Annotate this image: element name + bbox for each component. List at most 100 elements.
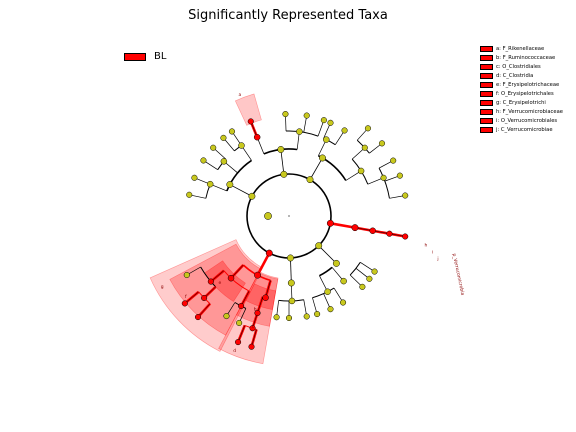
enriched-node <box>326 219 334 227</box>
taxon-node <box>277 146 285 153</box>
taxon-node <box>226 181 234 188</box>
taxon-letter-label: h <box>425 243 428 249</box>
taxon-node <box>319 154 326 162</box>
enriched-node <box>194 314 202 321</box>
enriched-node <box>181 300 188 307</box>
taxon-node <box>238 142 245 149</box>
taxon-node <box>220 134 227 141</box>
taxon-node <box>340 299 347 306</box>
taxa-legend-row: i: O_Verrucomicrobiales <box>480 117 563 126</box>
taxon-node <box>327 306 334 313</box>
enriched-node <box>254 309 261 317</box>
taxon-node <box>296 128 303 135</box>
branch-line <box>309 157 323 180</box>
taxa-legend-label: e: F_Erysipelotrichaceae <box>496 81 560 88</box>
taxa-legend-swatch <box>480 72 493 79</box>
taxon-node <box>273 314 280 321</box>
taxa-legend-swatch <box>480 81 493 88</box>
taxon-node <box>287 254 294 262</box>
taxa-legend-row: a: F_Rikenellaceae <box>480 44 563 53</box>
taxon-node <box>380 174 387 181</box>
enriched-node <box>386 230 393 237</box>
branch-line <box>256 252 271 276</box>
taxon-node <box>191 174 198 181</box>
taxon-node <box>340 277 347 285</box>
taxon-letter-label: j <box>436 256 438 262</box>
taxon-node <box>210 144 217 151</box>
taxon-node <box>303 313 310 320</box>
taxon-letter-label: g <box>161 285 164 290</box>
taxa-legend-row: j: C_Verrucomicrobiae <box>480 126 563 135</box>
taxon-node <box>361 144 368 151</box>
root-node <box>264 212 272 220</box>
highlight-d-sector <box>218 271 279 365</box>
taxon-node <box>303 112 310 119</box>
taxa-legend-label: b: F_Ruminococcaceae <box>496 54 556 61</box>
taxon-letter-label: c <box>252 325 255 330</box>
taxa-legend-swatch <box>480 54 493 61</box>
taxon-node <box>402 192 409 199</box>
branch-arc <box>349 262 361 276</box>
enriched-node <box>402 233 409 240</box>
taxon-node <box>220 158 228 165</box>
branch-arc <box>378 167 390 199</box>
chart-title: Significantly Represented Taxa <box>188 8 388 23</box>
taxa-legend-swatch <box>480 63 493 70</box>
legend-label-bl: BL <box>154 51 167 62</box>
taxon-node <box>341 127 348 134</box>
taxon-node <box>359 283 366 290</box>
taxon-node <box>223 313 230 320</box>
taxon-node <box>320 117 327 124</box>
taxon-node <box>200 157 207 164</box>
branch-arc <box>319 266 333 277</box>
taxon-letter-label: i <box>432 249 433 255</box>
taxa-legend-row: h: F_Verrucomicrobiaceae <box>480 108 563 117</box>
taxa-legend-label: i: O_Verrucomicrobiales <box>496 118 558 125</box>
taxon-node <box>206 180 214 188</box>
enriched-node <box>369 227 376 235</box>
taxon-letter-label: d <box>233 348 236 354</box>
taxa-legend: a: F_Rikenellaceae b: F_Ruminococcaceae … <box>480 44 563 135</box>
taxon-letter-label: a <box>239 93 242 98</box>
taxa-legend-label: j: C_Verrucomicrobiae <box>496 127 553 134</box>
branch-line <box>229 184 253 197</box>
center-dot <box>288 215 290 217</box>
enriched-node <box>235 339 242 346</box>
enriched-node <box>253 133 261 141</box>
taxa-legend-swatch <box>480 118 493 125</box>
taxa-legend-row: e: F_Erysipelotrichaceae <box>480 80 563 89</box>
taxon-letter-label: f <box>185 294 187 300</box>
taxa-legend-label: h: F_Verrucomicrobiaceae <box>496 109 563 116</box>
branch-arc <box>226 159 252 192</box>
taxa-legend-row: f: O_Erysipelotrichales <box>480 89 563 98</box>
taxon-node <box>314 310 321 318</box>
taxon-node <box>357 167 365 175</box>
taxon-node <box>183 271 190 279</box>
taxa-legend-label: f: O_Erysipelotrichales <box>496 91 554 98</box>
taxa-legend-label: a: F_Rikenellaceae <box>496 45 545 52</box>
taxon-node <box>364 125 372 132</box>
taxon-node <box>315 242 323 250</box>
taxa-legend-row: g: C_Erysipelotrichi <box>480 99 563 108</box>
branch-line <box>290 257 292 283</box>
taxa-legend-swatch <box>480 45 493 52</box>
taxon-node <box>248 192 256 200</box>
branch-line <box>318 245 337 264</box>
branch-line <box>280 149 285 175</box>
taxon-node <box>371 268 378 275</box>
enriched-node <box>249 325 256 332</box>
taxon-letter-label: b <box>254 307 257 313</box>
taxa-legend-label: g: C_Erysipelotrichi <box>496 100 546 107</box>
taxa-legend-swatch <box>480 100 493 107</box>
taxon-node <box>366 275 373 282</box>
taxa-legend-row: d: C_Clostridia <box>480 71 563 80</box>
taxa-legend-row: c: O_Clostridiales <box>480 62 563 71</box>
taxon-node <box>280 170 288 178</box>
taxon-node <box>228 128 236 135</box>
taxon-letter-label: e <box>219 281 222 286</box>
enriched-node <box>254 271 261 279</box>
taxa-legend-label: d: C_Clostridia <box>496 72 534 79</box>
branch-line <box>330 222 356 229</box>
taxon-node <box>324 288 331 295</box>
enriched-node <box>265 249 273 257</box>
